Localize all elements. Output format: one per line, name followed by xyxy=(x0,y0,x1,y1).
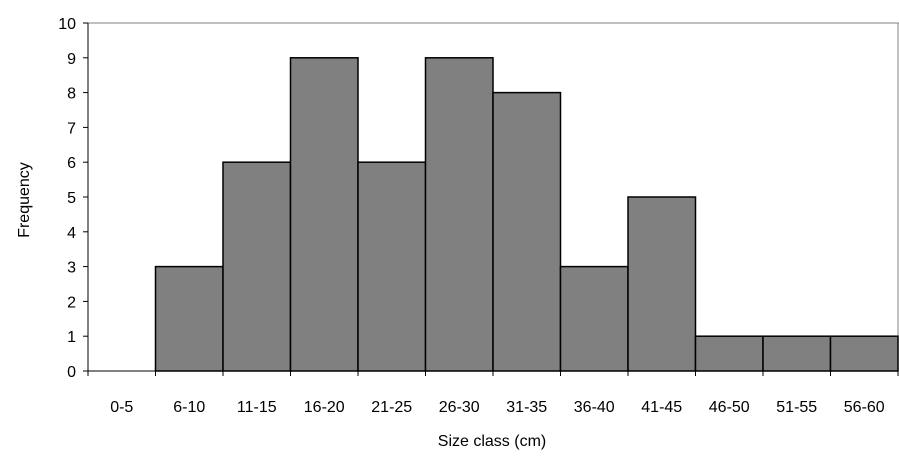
y-tick-label: 5 xyxy=(67,190,76,207)
x-tick-label: 21-25 xyxy=(371,399,412,416)
bar-11-15 xyxy=(222,161,292,372)
y-tick-label: 10 xyxy=(58,16,76,33)
y-tick-label: 8 xyxy=(67,86,76,103)
x-axis: 0-5 6-10 11-15 16-20 21-25 26-30 31-35 36-40 41-… xyxy=(87,370,899,416)
x-tick-label: 16-20 xyxy=(304,399,345,416)
bar-16-20 xyxy=(289,57,359,372)
bar-46-50 xyxy=(694,335,764,372)
y-tick-label: 3 xyxy=(67,260,76,277)
bar-41-45 xyxy=(627,196,697,372)
bar-51-55 xyxy=(762,335,832,372)
bar-6-10 xyxy=(154,265,224,372)
bar-36-40 xyxy=(559,265,629,372)
y-axis-title: Frequency xyxy=(16,162,33,238)
y-tick-label: 9 xyxy=(67,51,76,68)
x-tick-label: 11-15 xyxy=(237,399,277,416)
bar-26-30 xyxy=(424,57,494,372)
y-tick-label: 4 xyxy=(67,225,76,242)
x-tick-label: 46-50 xyxy=(709,399,750,416)
y-tick-label: 0 xyxy=(67,364,76,381)
y-axis: 0 1 2 3 4 5 6 7 8 9 10 xyxy=(58,16,89,381)
bar-56-60 xyxy=(829,335,899,372)
x-tick-label: 41-45 xyxy=(641,399,682,416)
x-tick-label: 36-40 xyxy=(574,399,615,416)
x-tick-label: 31-35 xyxy=(506,399,547,416)
x-axis-title: Size class (cm) xyxy=(438,433,546,450)
y-tick-label: 2 xyxy=(67,294,76,311)
bar-31-35 xyxy=(492,91,562,372)
y-tick-label: 6 xyxy=(67,155,76,172)
bars xyxy=(154,57,899,372)
x-tick-label: 51-55 xyxy=(776,399,817,416)
y-tick-label: 7 xyxy=(67,120,76,137)
x-tick-label: 6-10 xyxy=(173,399,205,416)
x-tick-label: 0-5 xyxy=(110,399,133,416)
y-tick-label: 1 xyxy=(67,329,76,346)
x-tick-label: 26-30 xyxy=(439,399,480,416)
bar-21-25 xyxy=(357,161,427,372)
x-tick-label: 56-60 xyxy=(844,399,885,416)
